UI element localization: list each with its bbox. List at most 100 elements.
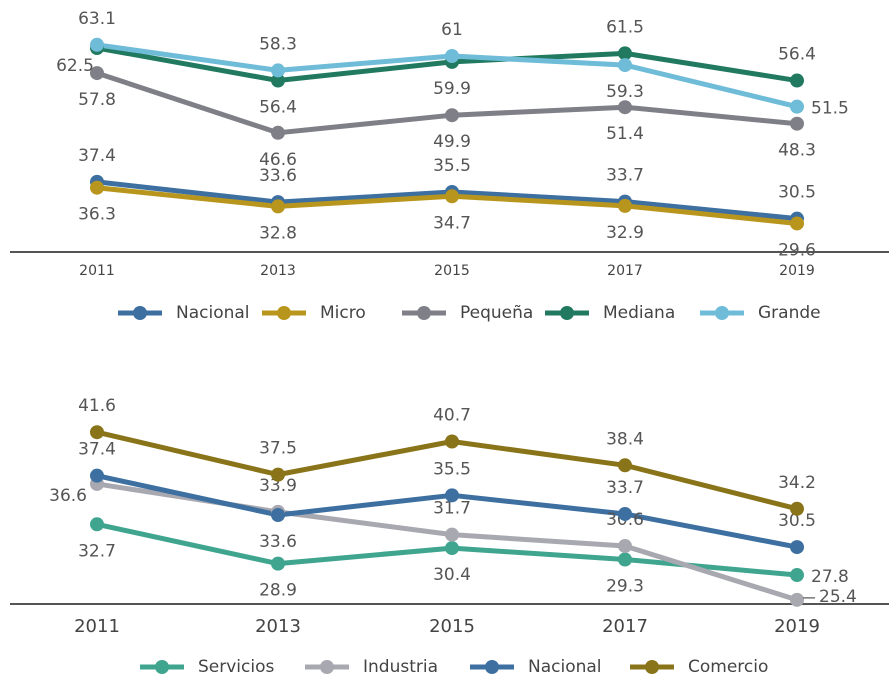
data-point xyxy=(790,592,804,607)
value-label: 36.6 xyxy=(49,486,87,506)
data-point xyxy=(445,108,459,123)
value-label: 34.7 xyxy=(433,213,471,233)
value-label: 40.7 xyxy=(433,406,471,426)
x-tick-label: 2013 xyxy=(255,616,301,637)
x-tick-label: 2013 xyxy=(260,263,296,279)
legend-label: Industria xyxy=(363,657,438,677)
data-point xyxy=(90,66,104,81)
value-label: 57.8 xyxy=(78,90,116,110)
legend-marker xyxy=(320,660,334,674)
legend-marker xyxy=(133,306,147,320)
data-point xyxy=(445,527,459,542)
value-label: 61.5 xyxy=(606,17,644,37)
data-point xyxy=(618,539,632,554)
x-tick-label: 2015 xyxy=(429,616,475,637)
value-label: 32.7 xyxy=(78,541,116,561)
legend-label: Comercio xyxy=(688,657,768,677)
value-label: 33.6 xyxy=(259,166,297,186)
value-label: 41.6 xyxy=(78,396,116,416)
value-label: 32.8 xyxy=(259,223,297,243)
value-label: 33.9 xyxy=(259,476,297,496)
data-point xyxy=(90,517,104,532)
legend-label: Nacional xyxy=(176,303,250,323)
value-label: 31.7 xyxy=(433,499,471,519)
x-tick-label: 2011 xyxy=(79,263,115,279)
data-point xyxy=(445,541,459,556)
value-label: 62.5 xyxy=(56,56,94,76)
value-label: 33.7 xyxy=(606,166,644,186)
value-label: 30.4 xyxy=(433,565,471,585)
value-label: 27.8 xyxy=(811,567,849,587)
value-label: 32.9 xyxy=(606,223,644,243)
legend-label: Grande xyxy=(758,303,821,323)
data-point xyxy=(271,556,285,571)
data-point xyxy=(618,58,632,73)
data-point xyxy=(271,199,285,214)
legend-label: Pequeña xyxy=(460,303,533,323)
value-label: 30.5 xyxy=(778,511,816,531)
value-label: 51.5 xyxy=(811,99,849,119)
data-point xyxy=(445,189,459,204)
value-label: 29.3 xyxy=(606,576,644,596)
data-point xyxy=(271,507,285,522)
legend-marker xyxy=(485,660,499,674)
x-tick-label: 2011 xyxy=(74,616,120,637)
data-point xyxy=(618,100,632,115)
value-label: 46.6 xyxy=(259,150,297,170)
value-label: 56.4 xyxy=(778,45,816,65)
value-label: 48.3 xyxy=(778,141,816,161)
data-point xyxy=(790,99,804,114)
data-point xyxy=(90,468,104,483)
value-label: 28.9 xyxy=(259,581,297,601)
legend-label: Mediana xyxy=(603,303,675,323)
data-point xyxy=(90,425,104,440)
data-point xyxy=(618,506,632,521)
data-point xyxy=(618,552,632,567)
data-point xyxy=(445,488,459,503)
value-label: 25.4 xyxy=(819,587,857,607)
x-tick-label: 2019 xyxy=(779,263,815,279)
value-label: 59.3 xyxy=(606,82,644,102)
x-tick-label: 2019 xyxy=(774,616,820,637)
value-label: 59.9 xyxy=(433,79,471,99)
data-point xyxy=(790,568,804,583)
data-point xyxy=(790,116,804,131)
value-label: 33.6 xyxy=(259,532,297,552)
value-label: 34.2 xyxy=(778,473,816,493)
value-label: 61 xyxy=(441,20,463,40)
legend-label: Servicios xyxy=(198,657,274,677)
legend-marker xyxy=(417,306,431,320)
value-label: 35.5 xyxy=(433,459,471,479)
data-point xyxy=(445,49,459,63)
value-label: 33.7 xyxy=(606,478,644,498)
value-label: 56.4 xyxy=(259,98,297,118)
data-point xyxy=(90,180,104,195)
data-point xyxy=(790,216,804,231)
value-label: 30.5 xyxy=(778,183,816,203)
legend-marker xyxy=(277,306,291,320)
legend-label: Nacional xyxy=(528,657,602,677)
data-point xyxy=(271,125,285,140)
x-tick-label: 2017 xyxy=(607,263,643,279)
data-point xyxy=(445,434,459,449)
legend-marker xyxy=(155,660,169,674)
data-point xyxy=(90,37,104,52)
data-point xyxy=(271,63,285,78)
data-point xyxy=(790,73,804,88)
value-label: 35.5 xyxy=(433,156,471,176)
value-label: 37.5 xyxy=(259,439,297,459)
data-point xyxy=(618,46,632,61)
value-label: 37.4 xyxy=(78,146,116,166)
data-point xyxy=(618,458,632,473)
legend-marker xyxy=(645,660,659,674)
value-label: 38.4 xyxy=(606,429,644,449)
data-point xyxy=(790,501,804,516)
x-tick-label: 2015 xyxy=(434,263,470,279)
legend-label: Micro xyxy=(320,303,366,323)
value-label: 51.4 xyxy=(606,124,644,144)
value-label: 36.3 xyxy=(78,205,116,225)
value-label: 63.1 xyxy=(78,9,116,29)
legend-marker xyxy=(715,306,729,320)
legend-marker xyxy=(560,306,574,320)
